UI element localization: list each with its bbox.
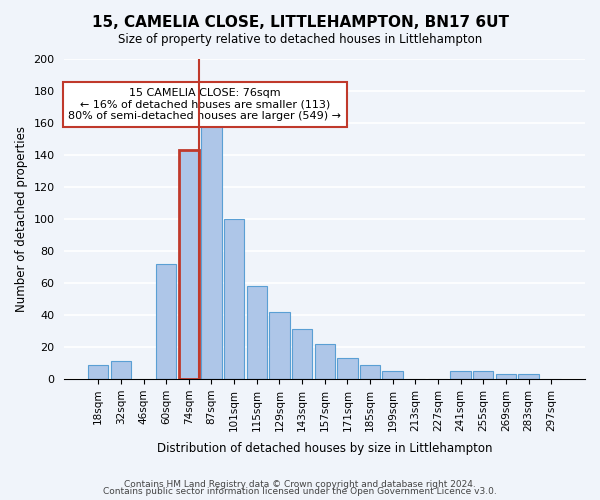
Bar <box>224 219 244 379</box>
Bar <box>247 286 267 379</box>
Bar <box>269 312 290 379</box>
Bar <box>201 110 221 379</box>
Bar <box>314 344 335 379</box>
Text: Contains HM Land Registry data © Crown copyright and database right 2024.: Contains HM Land Registry data © Crown c… <box>124 480 476 489</box>
Bar <box>473 371 493 379</box>
Bar <box>111 362 131 379</box>
Bar <box>518 374 539 379</box>
Bar <box>451 371 471 379</box>
Bar <box>179 150 199 379</box>
Bar <box>156 264 176 379</box>
X-axis label: Distribution of detached houses by size in Littlehampton: Distribution of detached houses by size … <box>157 442 493 455</box>
Text: 15 CAMELIA CLOSE: 76sqm
← 16% of detached houses are smaller (113)
80% of semi-d: 15 CAMELIA CLOSE: 76sqm ← 16% of detache… <box>68 88 341 121</box>
Bar <box>496 374 516 379</box>
Bar <box>292 330 312 379</box>
Text: Contains public sector information licensed under the Open Government Licence v3: Contains public sector information licen… <box>103 487 497 496</box>
Text: Size of property relative to detached houses in Littlehampton: Size of property relative to detached ho… <box>118 32 482 46</box>
Text: 15, CAMELIA CLOSE, LITTLEHAMPTON, BN17 6UT: 15, CAMELIA CLOSE, LITTLEHAMPTON, BN17 6… <box>91 15 509 30</box>
Bar <box>337 358 358 379</box>
Y-axis label: Number of detached properties: Number of detached properties <box>15 126 28 312</box>
Bar <box>88 364 109 379</box>
Bar <box>360 364 380 379</box>
Bar <box>382 371 403 379</box>
